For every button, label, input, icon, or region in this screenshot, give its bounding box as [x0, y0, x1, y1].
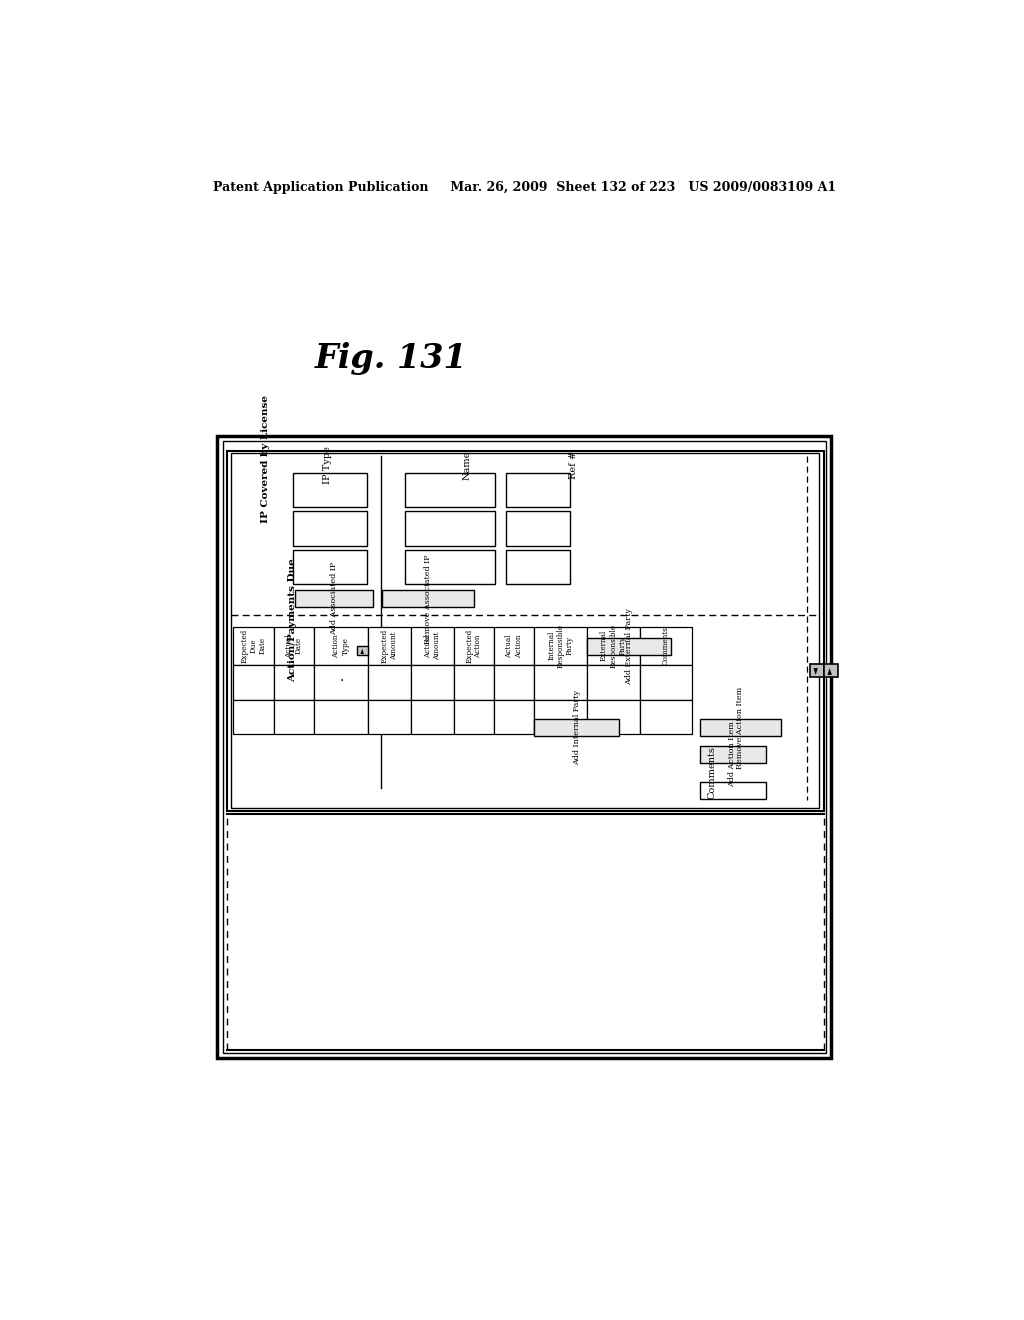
- Text: External
Responsible
Party: External Responsible Party: [600, 624, 627, 668]
- Bar: [640, 665, 692, 700]
- Bar: [369, 627, 411, 665]
- Text: Action/Payments Due: Action/Payments Due: [289, 558, 298, 682]
- Text: Remove Action Item: Remove Action Item: [736, 686, 744, 768]
- Bar: [293, 549, 367, 585]
- Text: Patent Application Publication     Mar. 26, 2009  Sheet 132 of 223   US 2009/008: Patent Application Publication Mar. 26, …: [213, 181, 837, 194]
- Bar: [231, 453, 818, 808]
- Text: Comments: Comments: [708, 746, 716, 800]
- Bar: [494, 700, 535, 734]
- Bar: [222, 441, 825, 1053]
- Text: IP Type: IP Type: [324, 446, 333, 484]
- Text: Comments: Comments: [662, 627, 670, 665]
- Text: ◄: ◄: [812, 667, 821, 675]
- Text: IP Covered by License: IP Covered by License: [261, 395, 270, 523]
- Text: Ref #: Ref #: [569, 451, 579, 479]
- Text: Expected
Amount: Expected Amount: [381, 628, 398, 663]
- Text: Name: Name: [463, 450, 472, 479]
- Text: Add External Party: Add External Party: [625, 609, 633, 685]
- Bar: [411, 665, 454, 700]
- Text: Internal
Responsible
Party: Internal Responsible Party: [547, 624, 573, 668]
- Bar: [369, 665, 411, 700]
- Bar: [535, 627, 587, 665]
- Bar: [295, 590, 373, 607]
- Bar: [411, 627, 454, 665]
- Bar: [587, 700, 640, 734]
- Bar: [406, 549, 495, 585]
- Bar: [369, 700, 411, 734]
- Bar: [406, 511, 495, 545]
- Text: .: .: [340, 669, 344, 684]
- Bar: [357, 645, 369, 655]
- Text: Actual
Action: Actual Action: [506, 634, 522, 657]
- Text: Action
Type: Action Type: [333, 634, 350, 657]
- Bar: [454, 665, 494, 700]
- Bar: [535, 719, 620, 737]
- Bar: [506, 549, 569, 585]
- Bar: [233, 627, 273, 665]
- Bar: [506, 473, 569, 507]
- Bar: [535, 700, 587, 734]
- Bar: [273, 627, 314, 665]
- Bar: [494, 627, 535, 665]
- Bar: [494, 665, 535, 700]
- Bar: [314, 700, 369, 734]
- Text: Expected
Action: Expected Action: [465, 628, 482, 663]
- Bar: [506, 511, 569, 545]
- Text: Fig. 131: Fig. 131: [315, 342, 468, 375]
- Bar: [217, 436, 830, 1057]
- Text: Expected
Due
Date: Expected Due Date: [241, 628, 266, 663]
- Text: Actual
Date: Actual Date: [286, 634, 302, 657]
- Bar: [273, 700, 314, 734]
- Bar: [810, 664, 824, 677]
- Bar: [314, 627, 369, 665]
- Bar: [293, 511, 367, 545]
- Text: Remove Associated IP: Remove Associated IP: [424, 554, 432, 644]
- Text: ►: ►: [826, 667, 836, 675]
- Bar: [824, 664, 838, 677]
- Bar: [406, 473, 495, 507]
- Bar: [233, 665, 273, 700]
- Bar: [700, 719, 781, 737]
- Text: ►: ►: [358, 648, 367, 653]
- Bar: [227, 451, 824, 812]
- Bar: [535, 665, 587, 700]
- Bar: [454, 627, 494, 665]
- Bar: [640, 627, 692, 665]
- Bar: [454, 700, 494, 734]
- Bar: [293, 473, 367, 507]
- Text: Actual
Amount: Actual Amount: [424, 631, 440, 660]
- Bar: [587, 638, 671, 655]
- Bar: [640, 700, 692, 734]
- Text: Add Associated IP: Add Associated IP: [330, 562, 338, 635]
- Bar: [314, 665, 369, 700]
- Bar: [382, 590, 474, 607]
- Bar: [587, 665, 640, 700]
- Text: Add Internal Party: Add Internal Party: [572, 690, 581, 764]
- Bar: [587, 627, 640, 665]
- Bar: [700, 746, 766, 763]
- Bar: [700, 781, 766, 799]
- Bar: [233, 700, 273, 734]
- Text: Add Action Item: Add Action Item: [728, 722, 736, 787]
- Bar: [273, 665, 314, 700]
- Bar: [411, 700, 454, 734]
